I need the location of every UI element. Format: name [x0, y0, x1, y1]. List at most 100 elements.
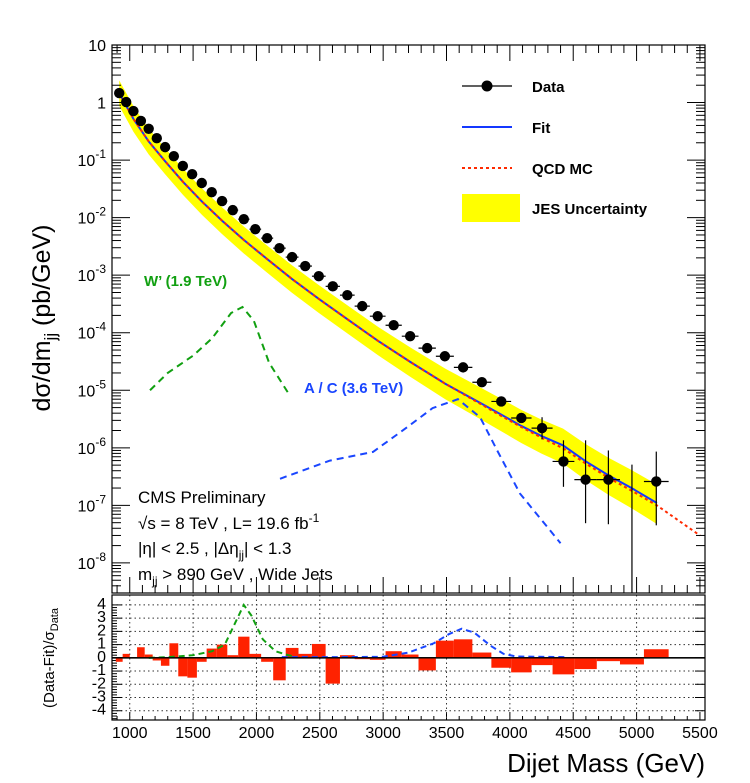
x-tick-label: 5000 — [619, 725, 655, 742]
y-tick-label-base: 1 — [97, 96, 106, 113]
data-point — [580, 474, 591, 485]
y-tick-label-base: 10 — [88, 38, 106, 55]
y-tick-label: 10-2 — [78, 205, 107, 228]
data-point — [327, 281, 338, 292]
x-tick-label: 1500 — [175, 725, 211, 742]
residual-bar — [152, 657, 161, 661]
data-point — [342, 289, 353, 301]
ac-signal-curve — [279, 398, 562, 544]
data-point — [196, 177, 207, 189]
data-point — [261, 232, 273, 244]
data-point — [168, 150, 180, 162]
residual-bar — [435, 640, 454, 658]
residual-bar — [369, 657, 386, 660]
data-point — [651, 476, 662, 487]
legend: Data Fit QCD MC JES Uncertainty — [462, 79, 648, 222]
y-tick-label-base: 10 — [78, 441, 96, 458]
y-tick-label-base: 10 — [78, 498, 96, 515]
residual-y-tick-label: -2 — [92, 675, 106, 692]
residual-y-tick-label: 0 — [97, 649, 106, 666]
data-point — [404, 331, 416, 342]
legend-label-qcd: QCD MC — [532, 161, 593, 178]
y-tick-label-exponent: -3 — [95, 262, 106, 276]
residual-plot-area — [115, 602, 669, 684]
residual-y-tick-label: -4 — [92, 702, 106, 719]
y-tick-label: 10-4 — [78, 320, 107, 343]
residual-bar — [115, 657, 123, 662]
main-plot-area — [114, 80, 701, 593]
data-point — [357, 300, 368, 312]
legend-item-data: Data — [462, 79, 565, 96]
y-tick-label: 1 — [97, 96, 106, 113]
y-tick-label: 10 — [88, 38, 106, 55]
residual-bar — [325, 657, 340, 684]
residual-y-tick-label: 3 — [97, 609, 106, 626]
mjj-cut-text: > 890 GeV , Wide Jets — [158, 565, 333, 584]
x-tick-label: 3000 — [365, 725, 401, 742]
cms-preliminary-label: CMS Preliminary — [138, 488, 266, 507]
y-axis-label: dσ/dmjj (pb/GeV) — [28, 225, 60, 412]
residual-y-axis-label: (Data-Fit)/σData — [41, 607, 61, 708]
residual-frame — [111, 594, 706, 721]
data-point — [421, 342, 433, 354]
data-point — [536, 422, 548, 434]
residual-bar — [491, 657, 512, 668]
data-point — [558, 456, 569, 467]
residual-bar — [298, 653, 312, 658]
residual-bar — [472, 652, 492, 658]
data-point — [177, 160, 189, 172]
legend-label-jes: JES Uncertainty — [532, 201, 648, 218]
data-point — [388, 320, 399, 331]
residual-y-tick-label: -1 — [92, 662, 106, 679]
lumi-exponent: -1 — [309, 511, 320, 525]
data-point — [476, 377, 488, 388]
x-tick-label: 4500 — [555, 725, 591, 742]
x-tick-label: 1000 — [112, 725, 148, 742]
data-point — [159, 141, 171, 153]
residual-bar — [311, 643, 326, 658]
residual-y-tick-label: -3 — [92, 689, 106, 706]
y-tick-label-base: 10 — [78, 383, 96, 400]
residual-bar — [160, 657, 170, 666]
residual-bar — [137, 647, 145, 658]
eta-cut-sub: jj — [238, 548, 244, 562]
residual-bar — [285, 647, 299, 658]
mjj-cut-label: mjj > 890 GeV , Wide Jets — [138, 565, 333, 588]
data-point — [128, 105, 139, 117]
residual-bar — [552, 657, 575, 675]
x-tick-label: 2000 — [239, 725, 275, 742]
residual-bar — [196, 657, 207, 662]
data-point — [300, 260, 311, 272]
residual-bar — [187, 657, 197, 678]
y-tick-label-base: 10 — [78, 153, 96, 170]
x-tick-label: 3500 — [429, 725, 465, 742]
data-point — [135, 115, 147, 127]
x-tick-label: 2500 — [302, 725, 338, 742]
data-point — [516, 412, 527, 424]
data-point — [143, 123, 154, 134]
residual-bar — [178, 657, 188, 677]
legend-item-fit: Fit — [462, 120, 550, 137]
data-point — [238, 213, 250, 225]
y-tick-label-exponent: -6 — [95, 435, 106, 449]
eta-cut-label: |η| < 2.5 , |Δηjj| < 1.3 — [138, 539, 291, 562]
residual-y-tick-label: 2 — [97, 622, 106, 639]
residual-bar — [531, 657, 553, 666]
data-point — [151, 133, 162, 144]
energy-lumi-text: √s = 8 TeV , L= 19.6 fb — [138, 514, 309, 533]
y-tick-label-base: 10 — [78, 326, 96, 343]
data-point — [457, 362, 469, 373]
wprime-label: W’ (1.9 TeV) — [144, 273, 227, 290]
data-point — [274, 242, 285, 254]
data-point — [114, 87, 125, 99]
x-tick-label: 4000 — [492, 725, 528, 742]
data-point — [286, 251, 298, 263]
y-tick-label-base: 10 — [78, 268, 96, 285]
residual-bar — [144, 654, 153, 658]
residual-y-label-main: (Data-Fit)/σ — [41, 631, 58, 709]
ac-residual-curve — [281, 627, 567, 659]
residual-bar — [249, 653, 262, 658]
